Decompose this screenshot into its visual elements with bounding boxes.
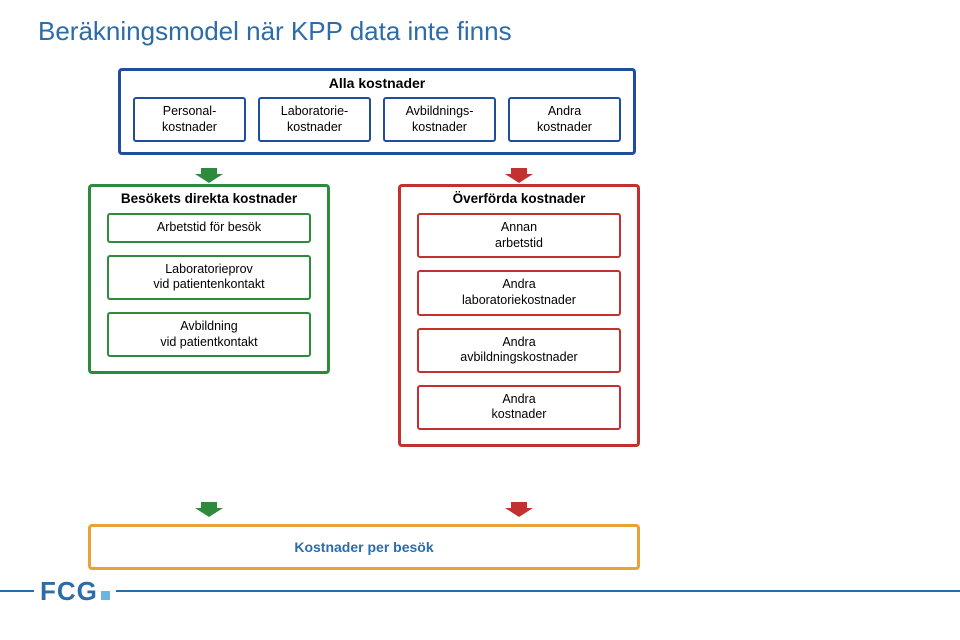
box-line2: kostnader xyxy=(287,120,342,134)
box-line1: Arbetstid för besök xyxy=(157,220,261,234)
bottom-container: Kostnader per besök xyxy=(88,524,640,570)
page-title: Beräkningsmodel när KPP data inte finns xyxy=(0,0,960,47)
arrow-down-icon xyxy=(195,168,223,178)
bottom-label: Kostnader per besök xyxy=(294,539,433,555)
box-line1: Andra xyxy=(502,277,535,291)
box-line1: Avbildnings- xyxy=(406,104,474,118)
box-line1: Laboratorie- xyxy=(281,104,348,118)
arrow-down-icon xyxy=(505,168,533,178)
top-box-lab: Laboratorie- kostnader xyxy=(258,97,371,142)
box-line1: Laboratorieprov xyxy=(165,262,253,276)
top-group: Alla kostnader Personal- kostnader Labor… xyxy=(118,68,636,155)
right-box-otherlab: Andra laboratoriekostnader xyxy=(417,270,621,315)
right-col-container: Överförda kostnader Annan arbetstid Andr… xyxy=(398,184,640,447)
left-col-label: Besökets direkta kostnader xyxy=(91,191,327,206)
logo-dot-icon xyxy=(101,591,110,600)
right-column: Överförda kostnader Annan arbetstid Andr… xyxy=(398,168,640,447)
box-line2: kostnader xyxy=(162,120,217,134)
top-container: Alla kostnader Personal- kostnader Labor… xyxy=(118,68,636,155)
bottom-arrows xyxy=(88,502,640,512)
left-column: Besökets direkta kostnader Arbetstid för… xyxy=(88,168,330,447)
box-line1: Andra xyxy=(502,335,535,349)
top-box-imaging: Avbildnings- kostnader xyxy=(383,97,496,142)
box-line2: vid patientkontakt xyxy=(160,335,257,349)
logo: FCG xyxy=(34,576,116,607)
logo-text: FCG xyxy=(40,576,98,607)
footer-divider xyxy=(0,590,960,592)
columns-wrapper: Besökets direkta kostnader Arbetstid för… xyxy=(88,168,640,447)
box-line1: Avbildning xyxy=(180,319,237,333)
box-line2: kostnader xyxy=(537,120,592,134)
left-box-worktime: Arbetstid för besök xyxy=(107,213,311,243)
top-box-personal: Personal- kostnader xyxy=(133,97,246,142)
box-line1: Andra xyxy=(548,104,581,118)
arrow-down-icon xyxy=(505,502,533,512)
box-line2: vid patientenkontakt xyxy=(153,277,264,291)
left-box-imaging: Avbildning vid patientkontakt xyxy=(107,312,311,357)
arrow-down-icon xyxy=(195,502,223,512)
box-line1: Andra xyxy=(502,392,535,406)
top-group-label: Alla kostnader xyxy=(121,75,633,91)
right-col-label: Överförda kostnader xyxy=(401,191,637,206)
top-box-other: Andra kostnader xyxy=(508,97,621,142)
right-box-othertime: Annan arbetstid xyxy=(417,213,621,258)
left-col-container: Besökets direkta kostnader Arbetstid för… xyxy=(88,184,330,374)
box-line2: kostnader xyxy=(492,407,547,421)
box-line1: Personal- xyxy=(163,104,217,118)
right-box-othercost: Andra kostnader xyxy=(417,385,621,430)
right-box-otherimg: Andra avbildningskostnader xyxy=(417,328,621,373)
box-line2: avbildningskostnader xyxy=(460,350,577,364)
box-line2: laboratoriekostnader xyxy=(462,293,576,307)
left-box-labtest: Laboratorieprov vid patientenkontakt xyxy=(107,255,311,300)
box-line1: Annan xyxy=(501,220,537,234)
box-line2: arbetstid xyxy=(495,236,543,250)
box-line2: kostnader xyxy=(412,120,467,134)
